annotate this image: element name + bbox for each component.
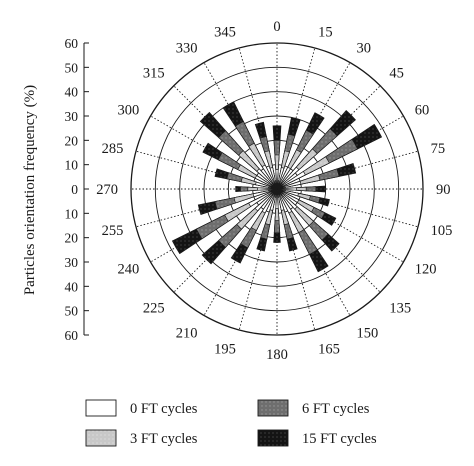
bar-0-ft-cycles-0 bbox=[275, 169, 279, 190]
grid-circle-50 bbox=[154, 66, 400, 312]
bar-0-ft-cycles-75 bbox=[276, 180, 302, 190]
bar-0-ft-cycles-165 bbox=[276, 188, 285, 211]
angle-label-45: 45 bbox=[389, 66, 404, 82]
legend-label-15-ft-cycles: 15 FT cycles bbox=[302, 431, 377, 447]
legend-label-0-ft-cycles: 0 FT cycles bbox=[130, 401, 198, 417]
tick-label-upper-20: 20 bbox=[65, 133, 79, 148]
angle-label-285: 285 bbox=[102, 141, 124, 157]
bar-0-ft-cycles-195 bbox=[269, 188, 278, 211]
bar-0-ft-cycles-60 bbox=[276, 171, 306, 190]
bar-0-ft-cycles-315 bbox=[256, 168, 278, 190]
bar-0-ft-cycles-30 bbox=[276, 166, 291, 190]
tick-label-upper-10: 10 bbox=[65, 158, 79, 173]
tick-label-lower-60: 60 bbox=[65, 328, 79, 343]
bar-0-ft-cycles-45 bbox=[276, 166, 300, 190]
bar-0-ft-cycles-240 bbox=[248, 188, 278, 207]
bars bbox=[171, 101, 383, 273]
legend-label-6-ft-cycles: 6 FT cycles bbox=[302, 401, 370, 417]
bar-0-ft-cycles-270 bbox=[257, 187, 278, 191]
tick-label-upper-60: 60 bbox=[65, 36, 79, 51]
tick-label-upper-50: 50 bbox=[65, 60, 79, 75]
angle-label-240: 240 bbox=[118, 262, 140, 278]
angle-label-180: 180 bbox=[266, 347, 288, 363]
angle-label-15: 15 bbox=[318, 24, 333, 40]
bar-0-ft-cycles-180 bbox=[275, 188, 279, 209]
angle-label-105: 105 bbox=[431, 223, 453, 239]
angle-label-195: 195 bbox=[214, 342, 236, 358]
angle-label-300: 300 bbox=[118, 103, 140, 119]
angle-label-120: 120 bbox=[415, 262, 437, 278]
legend-label-3-ft-cycles: 3 FT cycles bbox=[130, 431, 198, 447]
angle-label-270: 270 bbox=[96, 182, 118, 198]
angle-label-165: 165 bbox=[318, 342, 340, 358]
angle-label-135: 135 bbox=[389, 300, 411, 316]
bar-0-ft-cycles-255 bbox=[252, 188, 278, 198]
tick-label-lower-50: 50 bbox=[65, 304, 79, 319]
angle-label-210: 210 bbox=[176, 326, 198, 342]
angle-label-90: 90 bbox=[436, 182, 451, 198]
angle-label-150: 150 bbox=[357, 326, 379, 342]
tick-label-lower-40: 40 bbox=[65, 279, 79, 294]
legend-swatch-15-ft-cycles bbox=[257, 429, 289, 447]
tick-label-upper-0: 0 bbox=[71, 182, 78, 197]
grid-circle-30 bbox=[203, 115, 351, 263]
angle-label-60: 60 bbox=[415, 103, 430, 119]
tick-label-lower-20: 20 bbox=[65, 231, 79, 246]
bar-0-ft-cycles-300 bbox=[254, 175, 278, 190]
bar-0-ft-cycles-345 bbox=[269, 167, 278, 190]
legend: 0 FT cycles 3 FT cycles 6 FT cycles 15 FT c… bbox=[85, 399, 377, 447]
legend-swatch-6-ft-cycles bbox=[257, 399, 289, 417]
bar-0-ft-cycles-150 bbox=[276, 188, 293, 214]
grid-circle-40 bbox=[179, 91, 375, 287]
tick-label-upper-40: 40 bbox=[65, 85, 79, 100]
angle-label-315: 315 bbox=[143, 66, 165, 82]
angle-label-225: 225 bbox=[143, 300, 165, 316]
angle-label-75: 75 bbox=[431, 141, 446, 157]
grid-circle-60 bbox=[130, 42, 424, 336]
angle-label-30: 30 bbox=[357, 40, 372, 56]
bar-0-ft-cycles-225 bbox=[254, 188, 278, 212]
angle-label-330: 330 bbox=[176, 40, 198, 56]
bar-0-ft-cycles-15 bbox=[276, 167, 285, 190]
y-axis-label: Particles orientation frequency (%) bbox=[22, 85, 38, 295]
bar-0-ft-cycles-330 bbox=[261, 164, 278, 190]
bar-0-ft-cycles-285 bbox=[255, 181, 278, 190]
angle-label-0: 0 bbox=[273, 19, 280, 35]
angle-labels: 0 15 30 45 60 75 90 105 120 135 150 165 180 195 210 225… bbox=[96, 19, 452, 363]
bar-0-ft-cycles-105 bbox=[276, 188, 299, 197]
tick-label-lower-30: 30 bbox=[65, 255, 79, 270]
radial-axis: 60 50 40 30 20 10 0 10 20 30 40 50 60 bbox=[65, 36, 89, 343]
bar-0-ft-cycles-120 bbox=[276, 188, 300, 203]
angle-label-255: 255 bbox=[102, 223, 124, 239]
legend-swatch-3-ft-cycles bbox=[85, 429, 117, 447]
bar-0-ft-cycles-210 bbox=[261, 188, 278, 214]
bar-0-ft-cycles-90 bbox=[276, 187, 297, 191]
tick-label-upper-30: 30 bbox=[65, 109, 79, 124]
legend-swatch-0-ft-cycles bbox=[85, 399, 117, 417]
bar-0-ft-cycles-135 bbox=[276, 188, 298, 210]
tick-label-lower-10: 10 bbox=[65, 206, 79, 221]
angle-label-345: 345 bbox=[214, 24, 236, 40]
